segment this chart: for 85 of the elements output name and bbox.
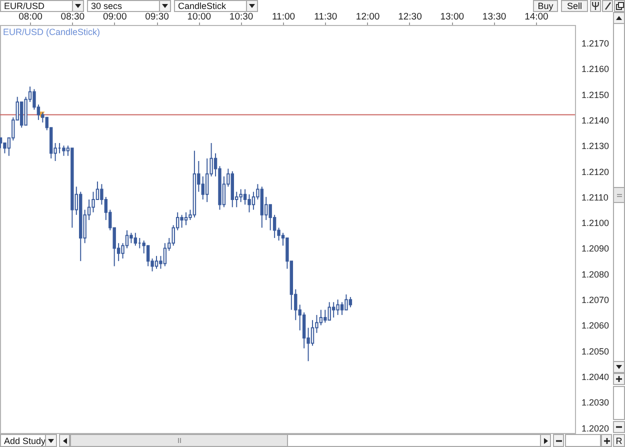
candlestick	[328, 302, 331, 321]
x-tick-label: 09:00	[102, 12, 127, 22]
scroll-button[interactable]	[59, 434, 70, 447]
candlestick	[252, 191, 256, 210]
x-tick-label: 10:00	[187, 12, 212, 22]
candlestick	[62, 145, 66, 156]
button[interactable]	[553, 434, 564, 447]
x-tick-label: 11:00	[272, 12, 296, 22]
button[interactable]: Buy	[533, 0, 558, 12]
candlestick	[184, 212, 188, 226]
button[interactable]	[613, 421, 625, 433]
scroll-button[interactable]	[613, 12, 625, 24]
x-tick-label: 14:00	[524, 12, 548, 22]
chart-title: EUR/USD (CandleStick)	[3, 27, 100, 37]
toolbar-button[interactable]	[590, 0, 601, 12]
x-tick-label: 11:30	[314, 12, 338, 22]
dropdown-button[interactable]	[159, 0, 171, 12]
candlestick	[154, 255, 158, 270]
vertical-scrollbar[interactable]	[613, 12, 625, 373]
candlestick	[348, 296, 352, 308]
candlestick	[324, 309, 327, 324]
candlestick	[319, 309, 323, 326]
button[interactable]	[601, 434, 612, 447]
x-tick-label: 09:30	[145, 12, 169, 22]
candlestick	[302, 312, 306, 349]
dropdown[interactable]: Add Study	[0, 434, 57, 447]
dropdown[interactable]: EUR/USD	[0, 0, 84, 12]
candlestick	[206, 158, 209, 203]
scroll-button[interactable]	[613, 361, 625, 373]
x-tick-label: 10:30	[229, 12, 254, 22]
y-tick-label: 1.2120	[582, 166, 610, 177]
dropdown[interactable]: CandleStick	[174, 0, 258, 12]
y-tick-label: 1.2070	[582, 295, 610, 306]
dropdown-button[interactable]	[45, 434, 57, 447]
text-field[interactable]	[565, 434, 601, 447]
candlestick	[344, 294, 348, 310]
x-tick-label: 08:30	[60, 12, 85, 22]
dropdown-button[interactable]	[72, 0, 84, 12]
y-tick-label: 1.2140	[582, 115, 610, 126]
candlestick	[130, 232, 133, 244]
candlestick	[146, 245, 150, 267]
candlestick	[268, 204, 272, 231]
y-tick-label: 1.2110	[582, 192, 608, 202]
y-tick-label: 1.2060	[582, 320, 610, 331]
scroll-button[interactable]	[540, 434, 551, 447]
candlestick	[201, 176, 204, 200]
horizontal-scrollbar[interactable]	[59, 434, 551, 447]
candlestick	[239, 188, 242, 203]
toolbar-button[interactable]	[614, 0, 625, 12]
y-tick-label: 1.2150	[582, 90, 610, 100]
button[interactable]: R	[613, 434, 625, 447]
candlestick	[20, 101, 24, 128]
scrollbar-thumb[interactable]	[613, 187, 625, 203]
x-tick-label: 08:00	[18, 12, 42, 22]
x-tick-label: 13:30	[482, 12, 506, 22]
y-tick-label: 1.2170	[582, 38, 610, 48]
dropdown-button[interactable]	[246, 0, 258, 12]
y-tick-label: 1.2080	[582, 269, 610, 280]
candlestick	[180, 214, 184, 228]
y-tick-label: 1.2020	[582, 423, 610, 434]
y-tick-label: 1.2050	[582, 346, 610, 356]
button[interactable]: Sell	[561, 0, 588, 12]
text-field[interactable]	[613, 386, 625, 420]
candlestick	[92, 191, 95, 213]
candlestick	[243, 188, 247, 206]
scrollbar-thumb[interactable]	[70, 434, 288, 447]
candlestick	[163, 242, 167, 267]
x-tick-label: 12:00	[356, 12, 380, 22]
x-tick-label: 12:30	[398, 12, 422, 22]
y-tick-label: 1.2130	[582, 141, 610, 152]
candlestick	[336, 299, 340, 316]
toolbar-button[interactable]	[602, 0, 613, 12]
y-tick-label: 1.2100	[582, 218, 610, 228]
y-tick-label: 1.2090	[582, 244, 610, 254]
candlestick	[332, 302, 336, 318]
y-tick-label: 1.2040	[582, 372, 610, 382]
button[interactable]	[613, 373, 625, 385]
candlestick	[248, 194, 251, 213]
candlestick	[134, 232, 138, 246]
y-tick-label: 1.2160	[582, 64, 610, 74]
y-tick-label: 1.2030	[582, 398, 610, 408]
x-tick-label: 13:00	[440, 12, 464, 22]
candlestick	[310, 320, 314, 346]
dropdown[interactable]: 30 secs	[87, 0, 171, 12]
candlestick	[340, 302, 344, 316]
